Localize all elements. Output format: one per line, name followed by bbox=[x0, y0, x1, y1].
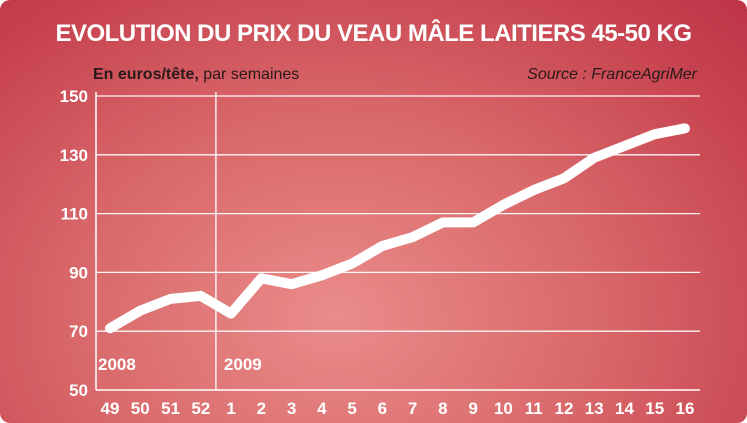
y-tick-label: 90 bbox=[69, 263, 88, 282]
x-tick-label: 8 bbox=[438, 399, 447, 418]
x-tick-label: 12 bbox=[554, 399, 573, 418]
chart-source: Source : FranceAgriMer bbox=[527, 66, 697, 83]
y-tick-label: 110 bbox=[61, 205, 88, 224]
x-tick-label: 15 bbox=[645, 399, 664, 418]
chart-subtitle: En euros/tête, par semaines bbox=[93, 66, 299, 84]
x-tick-label: 3 bbox=[287, 399, 296, 418]
x-tick-label: 49 bbox=[101, 399, 120, 418]
series-line bbox=[105, 123, 690, 334]
y-tick-label: 50 bbox=[69, 381, 88, 400]
x-tick-label: 11 bbox=[525, 399, 543, 418]
x-tick-label: 52 bbox=[191, 399, 210, 418]
x-tick-label: 13 bbox=[585, 399, 604, 418]
y-tick-label: 70 bbox=[69, 322, 88, 341]
year-label: 2008 bbox=[98, 355, 136, 374]
x-tick-label: 9 bbox=[468, 399, 477, 418]
x-tick-label: 7 bbox=[408, 399, 417, 418]
x-tick-label: 6 bbox=[378, 399, 387, 418]
year-label: 2009 bbox=[224, 355, 262, 374]
x-tick-label: 1 bbox=[226, 399, 235, 418]
subtitle-rest: par semaines bbox=[198, 66, 300, 83]
chart-title: EVOLUTION DU PRIX DU VEAU MÂLE LAITIERS … bbox=[55, 20, 692, 47]
x-tick-label: 4 bbox=[317, 399, 327, 418]
x-tick-label: 50 bbox=[131, 399, 150, 418]
x-tick-label: 10 bbox=[494, 399, 513, 418]
x-tick-label: 2 bbox=[257, 399, 266, 418]
x-tick-label: 5 bbox=[347, 399, 356, 418]
y-tick-label: 150 bbox=[60, 87, 88, 106]
subtitle-unit: En euros/tête, bbox=[93, 66, 199, 83]
x-tick-label: 51 bbox=[161, 399, 180, 418]
y-tick-label: 130 bbox=[60, 146, 88, 165]
x-tick-label: 16 bbox=[676, 399, 695, 418]
x-tick-label: 14 bbox=[615, 399, 634, 418]
